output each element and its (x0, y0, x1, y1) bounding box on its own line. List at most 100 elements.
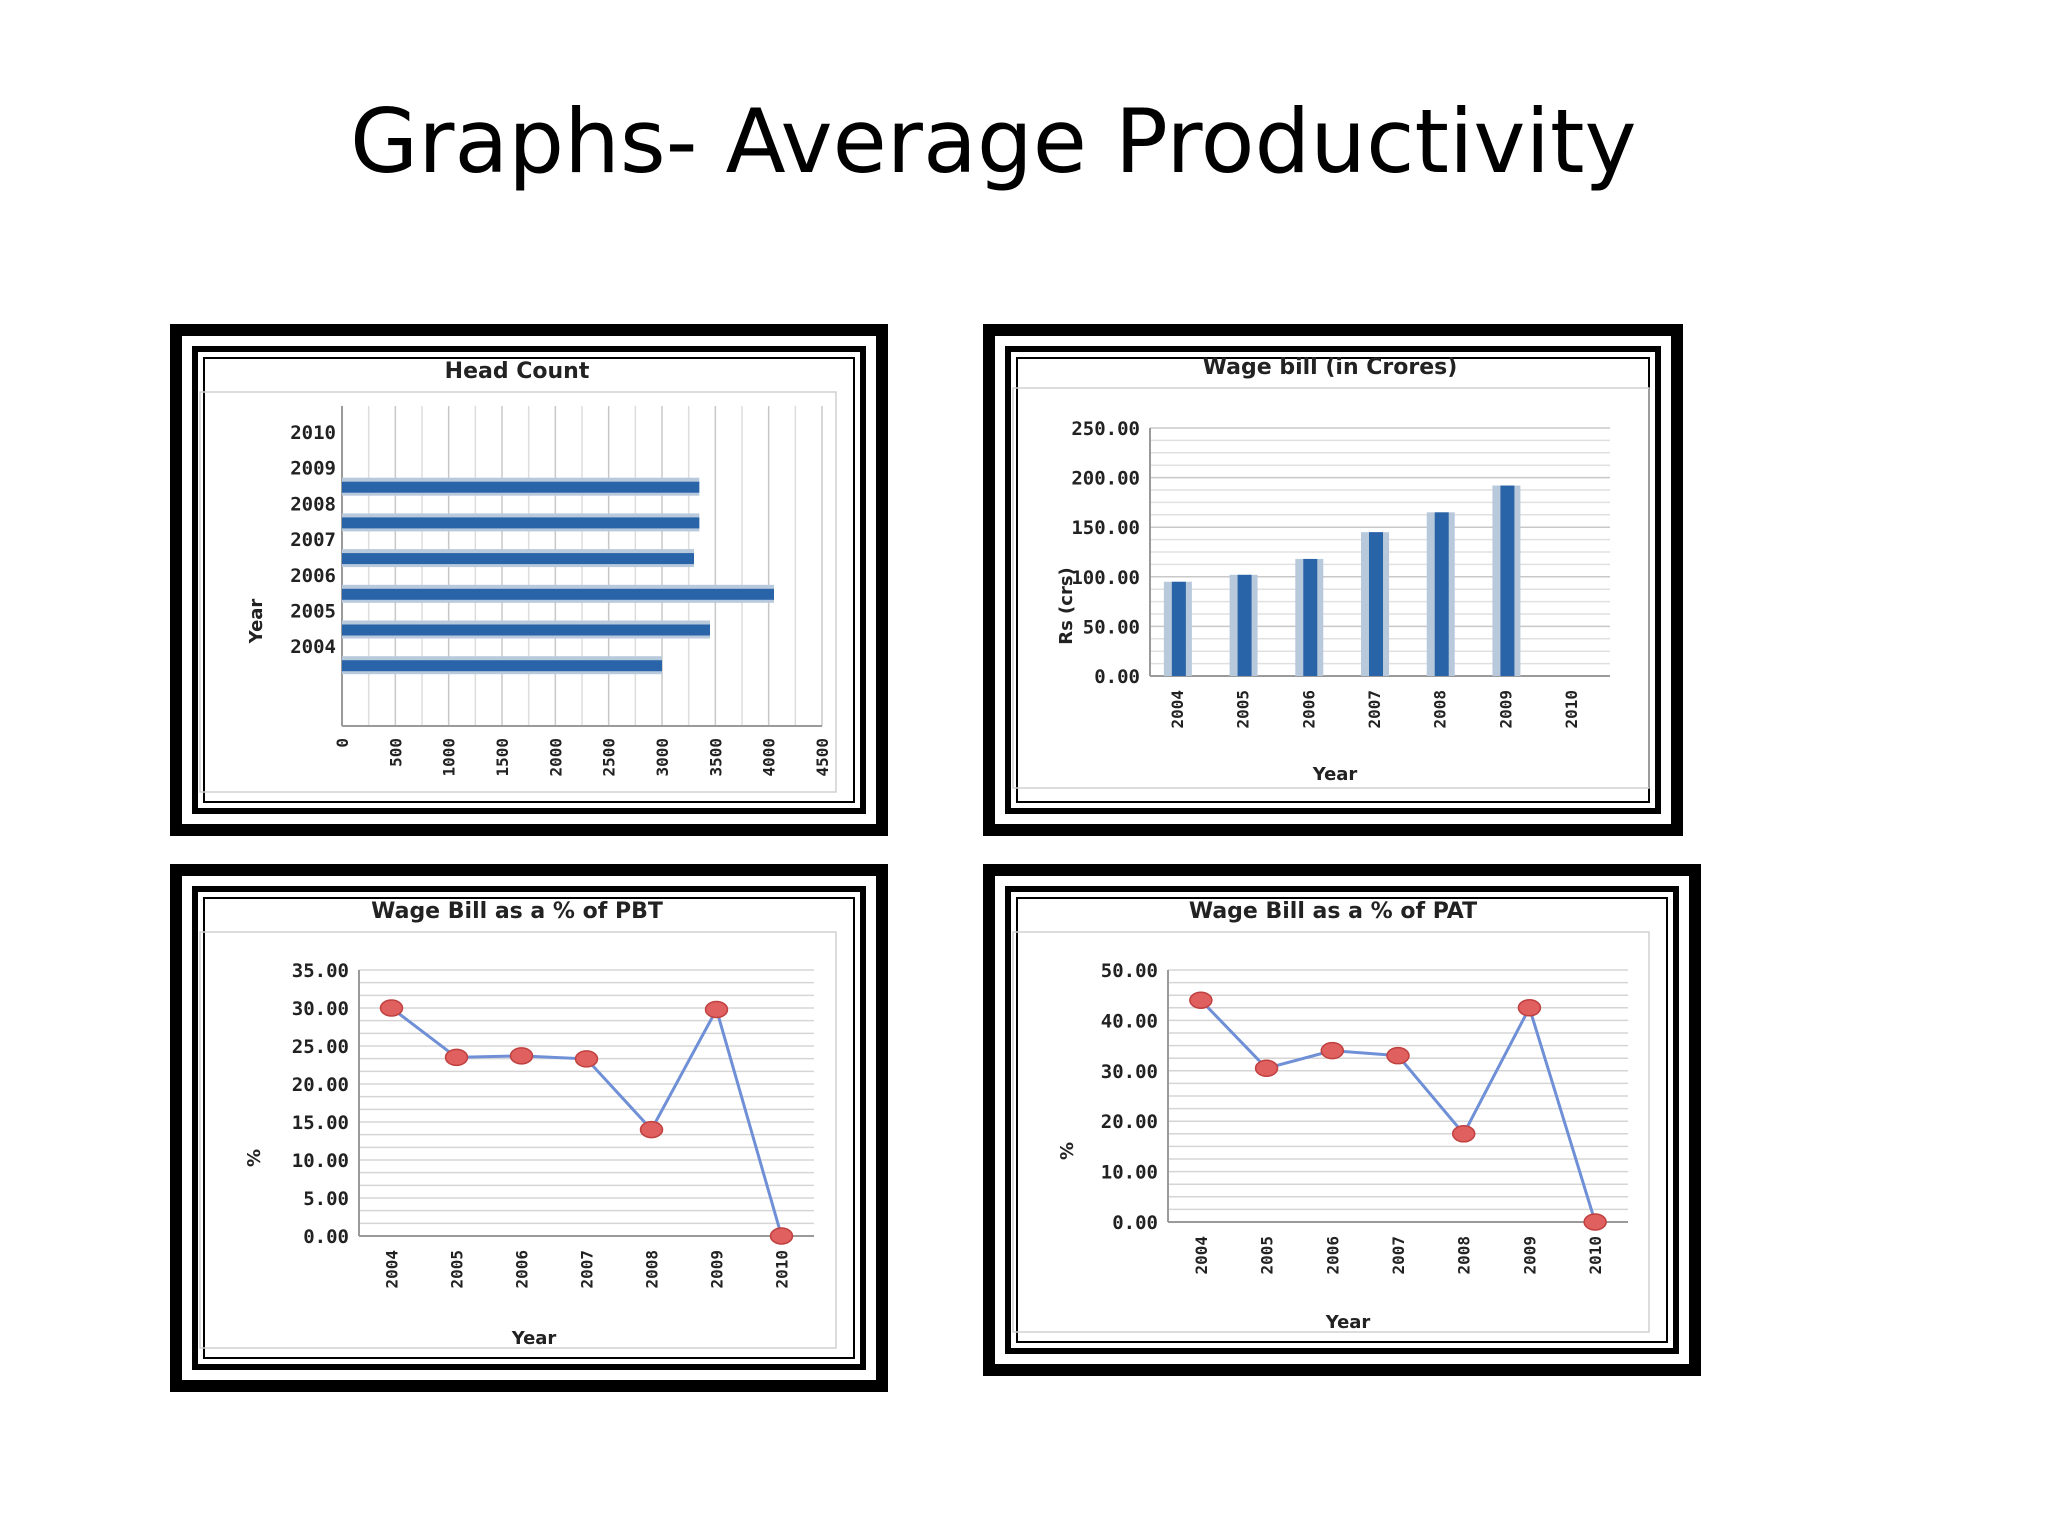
plot-area-border (199, 931, 837, 1349)
y-tick-label: 40.00 (1101, 1010, 1158, 1032)
wage-bill-pbt-chart: Wage Bill as a % of PBT % Year 0.00 5.00 1… (199, 899, 837, 1349)
x-tick-label: 1500 (493, 738, 512, 777)
bar (1369, 532, 1383, 676)
y-axis-label: % (1057, 1142, 1078, 1160)
x-tick-label: 2006 (1299, 690, 1318, 729)
bar (342, 517, 700, 529)
chart-title: Wage Bill as a % of PBT (371, 899, 663, 924)
x-tick-label: 4500 (813, 738, 832, 777)
y-tick-label: 250.00 (1071, 418, 1140, 440)
x-tick-label: 2006 (1323, 1236, 1342, 1275)
data-point (639, 1120, 664, 1139)
pat-chart-frame: Wage Bill as a % of PAT % Year 0.00 10.00… (983, 864, 1701, 1376)
y-tick-label: 10.00 (292, 1150, 349, 1172)
data-point (444, 1048, 469, 1067)
data-point (509, 1047, 534, 1065)
plot-area-border (199, 391, 837, 793)
bar (342, 660, 662, 672)
x-tick-label: 2004 (383, 1250, 402, 1289)
x-tick-label: 2009 (1520, 1236, 1539, 1275)
bar (1303, 558, 1318, 676)
bar (1500, 485, 1515, 676)
data-point (769, 1227, 794, 1245)
data-point (574, 1050, 599, 1068)
bar (342, 588, 774, 600)
data-point (704, 1000, 729, 1019)
data-point (379, 999, 404, 1017)
x-tick-label: 2500 (600, 738, 619, 777)
x-axis-label: Year (511, 1328, 557, 1349)
x-tick-label: 2005 (448, 1250, 467, 1289)
y-tick-label: 200.00 (1071, 468, 1140, 490)
x-tick-label: 3500 (706, 738, 725, 777)
x-tick-label: 2008 (1431, 690, 1450, 729)
x-tick-label: 2007 (1365, 690, 1384, 729)
y-tick-label: 2007 (290, 529, 336, 551)
x-tick-label: 500 (386, 738, 405, 767)
y-tick-label: 0.00 (1112, 1212, 1158, 1234)
bar (1434, 512, 1449, 676)
y-tick-label: 30.00 (292, 998, 349, 1020)
pbt-chart-frame: Wage Bill as a % of PBT % Year 0.00 5.00 1… (170, 864, 888, 1392)
y-tick-label: 2005 (290, 601, 336, 623)
bar (342, 481, 700, 493)
x-tick-label: 2007 (578, 1250, 597, 1289)
y-tick-label: 5.00 (303, 1188, 349, 1210)
y-tick-label: 50.00 (1101, 960, 1158, 982)
y-tick-label: 2008 (290, 493, 336, 515)
wage-bill-pat-chart: Wage Bill as a % of PAT % Year 0.00 10.00… (1012, 899, 1650, 1333)
y-tick-label: 50.00 (1083, 616, 1140, 638)
head-count-chart-frame: Head Count Year 2004 2005 2006 2007 2008 2009… (170, 324, 888, 836)
wage-bill-chart-frame: Wage bill (in Crores) Rs (crs) Year 0.00… (983, 324, 1683, 836)
y-axis-label: % (244, 1149, 265, 1167)
chart-title: Wage Bill as a % of PAT (1189, 899, 1477, 924)
x-tick-label: 2007 (1389, 1236, 1408, 1275)
chart-title: Wage bill (in Crores) (1203, 355, 1458, 380)
y-tick-label: 10.00 (1101, 1162, 1158, 1184)
data-point (1517, 999, 1542, 1017)
x-tick-label: 2010 (1562, 690, 1581, 729)
y-tick-label: 2010 (290, 422, 336, 444)
x-tick-label: 2005 (1234, 690, 1253, 729)
x-tick-label: 1000 (440, 738, 459, 777)
bar (1237, 574, 1252, 676)
y-tick-label: 20.00 (1101, 1111, 1158, 1133)
y-tick-label: 15.00 (292, 1112, 349, 1134)
y-axis-label: Rs (crs) (1056, 567, 1077, 645)
y-tick-label: 100.00 (1071, 567, 1140, 589)
head-count-chart: Head Count Year 2004 2005 2006 2007 2008 2009… (199, 359, 837, 793)
data-point (1189, 991, 1213, 1009)
y-tick-label: 2006 (290, 565, 336, 587)
x-axis-label: Year (1312, 764, 1358, 785)
x-tick-label: 2006 (513, 1250, 532, 1289)
bar (342, 624, 710, 636)
y-tick-label: 0.00 (1094, 666, 1140, 688)
x-tick-label: 2010 (773, 1250, 792, 1289)
x-tick-label: 2005 (1258, 1236, 1277, 1275)
x-tick-label: 3000 (653, 738, 672, 777)
x-tick-label: 4000 (760, 738, 779, 777)
x-axis-label: Year (1325, 1312, 1371, 1333)
x-tick-label: 2004 (1192, 1236, 1211, 1275)
y-tick-label: 2004 (290, 636, 336, 658)
data-point (1583, 1213, 1607, 1231)
bar (342, 553, 694, 565)
plot-area-border (1012, 387, 1650, 789)
data-point (1320, 1041, 1345, 1060)
x-tick-label: 2004 (1168, 690, 1187, 729)
data-point (1451, 1125, 1476, 1143)
chart-title: Head Count (445, 359, 590, 384)
x-tick-label: 2010 (1586, 1236, 1605, 1275)
slide-title: Graphs- Average Productivity (350, 90, 1637, 193)
y-tick-label: 35.00 (292, 960, 349, 982)
y-tick-label: 2009 (290, 458, 336, 480)
wage-bill-chart: Wage bill (in Crores) Rs (crs) Year 0.00… (1012, 355, 1650, 789)
data-point (1386, 1046, 1410, 1065)
y-tick-label: 150.00 (1071, 517, 1140, 539)
x-tick-label: 2009 (1496, 690, 1515, 729)
y-tick-label: 0.00 (303, 1226, 349, 1248)
x-tick-label: 0 (333, 738, 352, 748)
bar (1171, 581, 1186, 676)
y-tick-label: 20.00 (292, 1074, 349, 1096)
data-point (1254, 1059, 1279, 1078)
